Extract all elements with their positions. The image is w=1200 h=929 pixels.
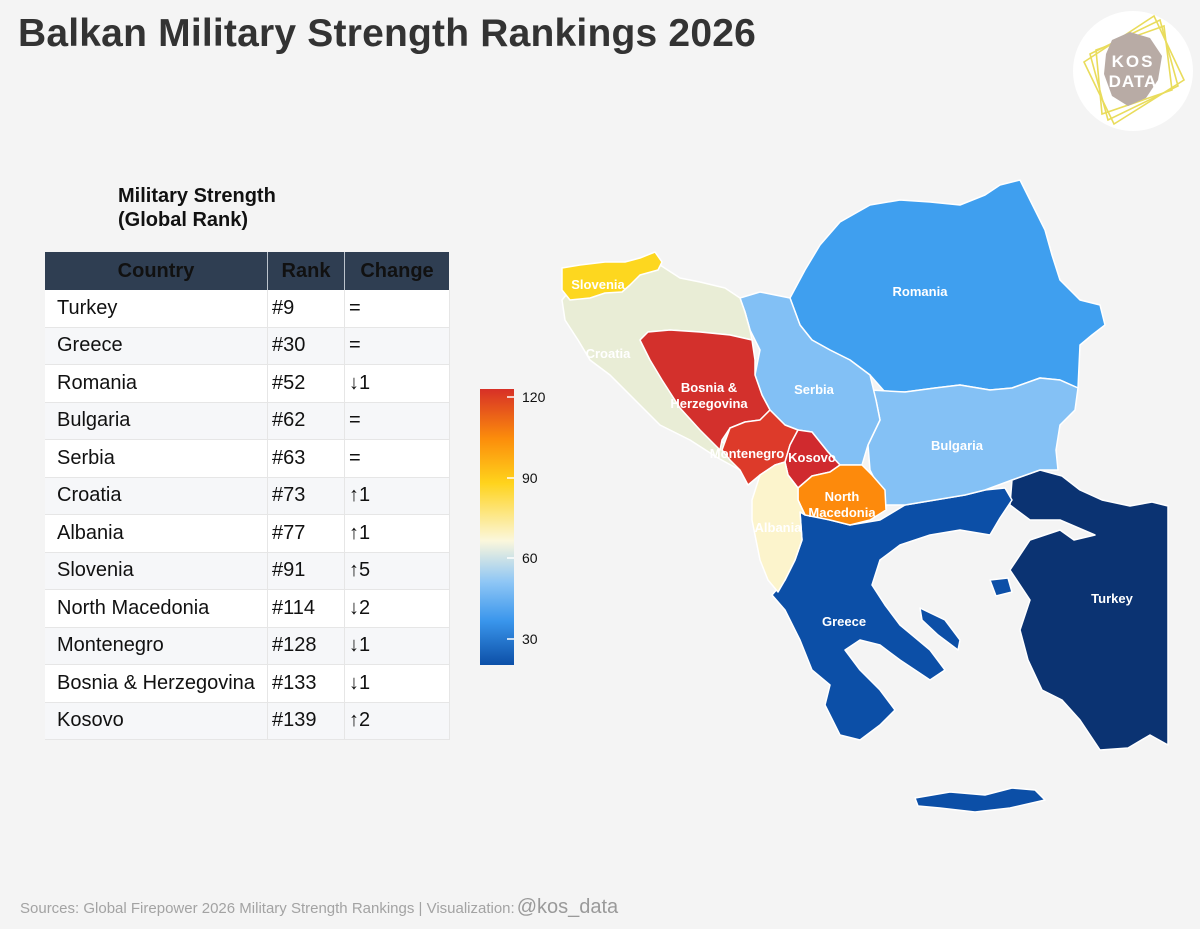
- change-cell: ↓2: [344, 589, 450, 628]
- rank-cell: #52: [267, 364, 345, 403]
- rank-cell: #128: [267, 627, 345, 665]
- rank-cell: #77: [267, 514, 345, 553]
- change-cell: =: [344, 327, 450, 365]
- country-albania: [751, 461, 806, 593]
- header-rank: Rank: [267, 252, 345, 290]
- label-north-macedonia-line1: North: [825, 489, 860, 504]
- legend-ticks: 120 90 60 30: [507, 389, 546, 647]
- country-cell: Romania: [45, 364, 268, 403]
- label-greece: Greece: [822, 614, 866, 629]
- label-turkey: Turkey: [1091, 591, 1133, 606]
- table-row: Montenegro #128 ↓1: [45, 627, 450, 665]
- legend-tick-label: 30: [522, 631, 538, 647]
- country-cell: Greece: [45, 327, 268, 365]
- legend-colorbar: [480, 389, 514, 665]
- source-note: Sources: Global Firepower 2026 Military …: [20, 896, 618, 919]
- table-row: Kosovo #139 ↑2: [45, 702, 450, 740]
- change-cell: ↑1: [344, 477, 450, 515]
- legend-tick-label: 90: [522, 470, 538, 486]
- change-cell: =: [344, 402, 450, 440]
- change-cell: ↓1: [344, 364, 450, 403]
- country-cell: Bulgaria: [45, 402, 268, 440]
- rank-cell: #63: [267, 439, 345, 478]
- label-kosovo: Kosovo: [788, 450, 836, 465]
- country-greece: [771, 487, 1013, 741]
- table-row: Slovenia #91 ↑5: [45, 552, 450, 590]
- logo-text-top: KOS: [1112, 52, 1155, 71]
- label-albania: Albania: [755, 520, 803, 535]
- table-row: Bulgaria #62 =: [45, 402, 450, 440]
- country-cell: North Macedonia: [45, 589, 268, 628]
- change-cell: ↓1: [344, 664, 450, 703]
- table-row: Croatia #73 ↑1: [45, 477, 450, 515]
- country-cell: Montenegro: [45, 627, 268, 665]
- change-cell: =: [344, 290, 450, 328]
- change-cell: ↑5: [344, 552, 450, 590]
- rank-cell: #91: [267, 552, 345, 590]
- table-row: Greece #30 =: [45, 327, 450, 365]
- table-title-line1: Military Strength: [118, 185, 276, 207]
- logo-text-bottom: DATA: [1109, 72, 1158, 91]
- rank-cell: #9: [267, 290, 345, 328]
- island-crete: [914, 787, 1046, 813]
- rank-cell: #114: [267, 589, 345, 628]
- change-cell: ↑1: [344, 514, 450, 553]
- kosdata-logo: KOS DATA: [1073, 11, 1193, 131]
- header-country: Country: [45, 252, 268, 290]
- country-cell: Bosnia & Herzegovina: [45, 664, 268, 703]
- legend-tick-label: 60: [522, 550, 538, 566]
- page-title: Balkan Military Strength Rankings 2026: [18, 12, 756, 55]
- country-cell: Croatia: [45, 477, 268, 515]
- label-bosnia-line1: Bosnia &: [681, 380, 737, 395]
- change-cell: ↑2: [344, 702, 450, 740]
- author-handle: @kos_data: [516, 896, 619, 918]
- island-lesbos: [989, 577, 1013, 597]
- change-cell: =: [344, 439, 450, 478]
- rank-cell: #30: [267, 327, 345, 365]
- label-montenegro: Montenegro: [710, 446, 784, 461]
- country-slovenia: [561, 251, 663, 301]
- table-row: Albania #77 ↑1: [45, 514, 450, 553]
- country-cell: Slovenia: [45, 552, 268, 590]
- legend-tick-label: 120: [522, 389, 546, 405]
- change-cell: ↓1: [344, 627, 450, 665]
- country-bulgaria: [867, 377, 1079, 506]
- country-cell: Albania: [45, 514, 268, 553]
- label-croatia: Croatia: [586, 346, 632, 361]
- source-text: Sources: Global Firepower 2026 Military …: [20, 900, 515, 917]
- rank-cell: #139: [267, 702, 345, 740]
- label-slovenia: Slovenia: [571, 277, 625, 292]
- rank-cell: #133: [267, 664, 345, 703]
- label-bulgaria: Bulgaria: [931, 438, 984, 453]
- table-row: Serbia #63 =: [45, 439, 450, 478]
- country-cell: Serbia: [45, 439, 268, 478]
- island-euboea: [919, 607, 961, 651]
- table-row: Bosnia & Herzegovina #133 ↓1: [45, 664, 450, 703]
- country-romania: [789, 179, 1106, 393]
- label-romania: Romania: [893, 284, 949, 299]
- label-bosnia-line2: Herzegovina: [670, 396, 748, 411]
- table-title-line2: (Global Rank): [118, 209, 249, 231]
- rank-cell: #73: [267, 477, 345, 515]
- label-north-macedonia-line2: Macedonia: [808, 505, 876, 520]
- label-serbia: Serbia: [794, 382, 835, 397]
- header-change: Change: [344, 252, 449, 290]
- country-cell: Kosovo: [45, 702, 268, 740]
- country-cell: Turkey: [45, 290, 268, 328]
- table-row: Romania #52 ↓1: [45, 364, 450, 403]
- rank-cell: #62: [267, 402, 345, 440]
- table-row: Turkey #9 =: [45, 290, 450, 328]
- table-row: North Macedonia #114 ↓2: [45, 589, 450, 628]
- country-turkey: [1009, 469, 1169, 751]
- table-title: Military Strength (Global Rank): [118, 184, 276, 232]
- ranking-table: Country Rank Change Turkey #9 = Greece #30 =…: [45, 252, 450, 740]
- table-header-row: Country Rank Change: [45, 252, 449, 290]
